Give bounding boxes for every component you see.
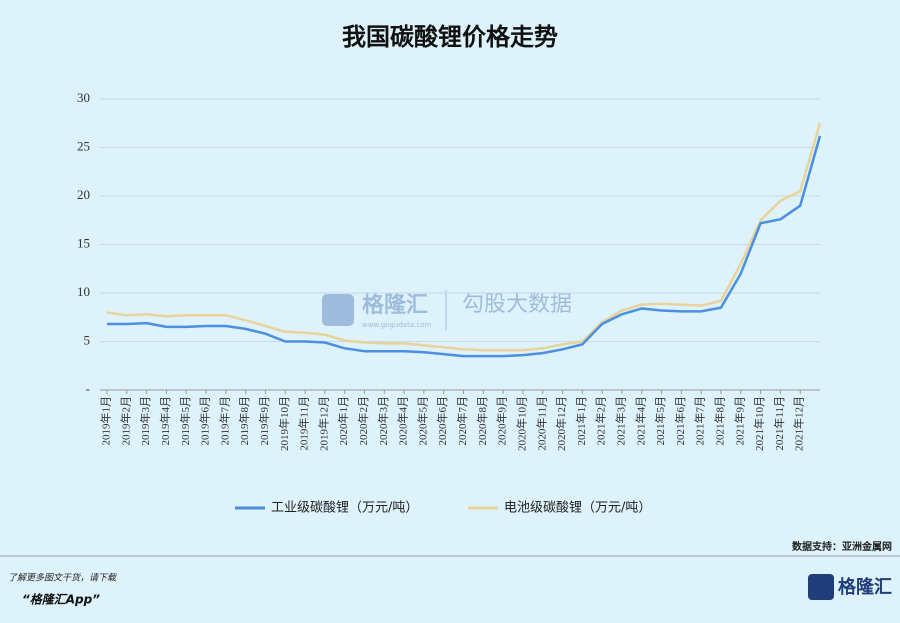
watermark: 格隆汇 www.gogudata.com 勾股大数据 [322, 290, 572, 330]
watermark-brand: 格隆汇 [362, 292, 428, 318]
x-tick-label: 2019年10月 [277, 396, 291, 451]
x-tick-label: 2021年3月 [613, 396, 627, 446]
x-tick-label: 2020年1月 [336, 396, 350, 446]
x-tick-label: 2020年8月 [475, 396, 489, 446]
footer-logo: 格隆汇 [838, 576, 892, 598]
x-tick-label: 2019年6月 [198, 396, 212, 446]
y-tick-label: 5 [84, 332, 91, 347]
x-tick-label: 2020年9月 [495, 396, 509, 446]
x-tick-label: 2019年3月 [138, 396, 152, 446]
x-tick-label: 2019年1月 [99, 396, 113, 446]
x-tick-label: 2020年10月 [514, 396, 528, 451]
y-tick-label: 10 [77, 284, 90, 299]
legend-label: 工业级碳酸锂（万元/吨） [271, 501, 418, 516]
x-tick-label: 2019年7月 [217, 396, 231, 446]
x-tick-label: 2021年11月 [772, 396, 786, 451]
x-tick-label: 2021年12月 [792, 396, 806, 451]
watermark-site: www.gogudata.com [362, 321, 431, 329]
y-tick-label: 15 [77, 235, 90, 250]
footer-line2: “格隆汇App” [22, 593, 100, 607]
chart-title: 我国碳酸锂价格走势 [342, 23, 558, 51]
series-line [106, 122, 822, 352]
x-tick-label: 2021年1月 [574, 396, 588, 446]
x-tick-label: 2021年6月 [673, 396, 687, 446]
x-tick-label: 2021年7月 [693, 396, 707, 446]
legend-label: 电池级碳酸锂（万元/吨） [504, 501, 651, 516]
x-tick-label: 2020年5月 [415, 396, 429, 446]
x-tick-label: 2020年2月 [356, 396, 370, 446]
x-tick-label: 2019年5月 [178, 396, 192, 446]
x-tick-label: 2020年3月 [376, 396, 390, 446]
x-tick-label: 2020年7月 [455, 396, 469, 446]
footer-line1: 了解更多图文干货，请下载 [8, 573, 117, 584]
x-tick-label: 2021年5月 [653, 396, 667, 446]
x-tick-label: 2021年2月 [594, 396, 608, 446]
x-tick-label: 2021年10月 [752, 396, 766, 451]
y-tick-label: - [86, 381, 90, 396]
x-tick-label: 2019年8月 [237, 396, 251, 446]
x-tick-label: 2020年12月 [554, 396, 568, 451]
x-tick-label: 2019年11月 [297, 396, 311, 451]
x-tick-label: 2019年2月 [118, 396, 132, 446]
x-tick-label: 2020年4月 [396, 396, 410, 446]
y-tick-label: 25 [77, 138, 90, 153]
footer-logo-icon [808, 574, 834, 600]
x-tick-label: 2021年8月 [713, 396, 727, 446]
x-tick-label: 2019年4月 [158, 396, 172, 446]
x-tick-label: 2020年11月 [534, 396, 548, 451]
x-tick-label: 2019年9月 [257, 396, 271, 446]
watermark-product: 勾股大数据 [462, 292, 572, 317]
watermark-icon [322, 294, 354, 326]
series-line [107, 135, 822, 358]
x-tick-label: 2021年4月 [633, 396, 647, 446]
source: 数据支持：亚洲金属网 [792, 540, 892, 553]
x-tick-label: 2021年9月 [732, 396, 746, 446]
y-tick-label: 30 [77, 90, 90, 105]
x-tick-label: 2019年12月 [316, 396, 330, 451]
y-tick-label: 20 [77, 187, 90, 202]
x-tick-label: 2020年6月 [435, 396, 449, 446]
